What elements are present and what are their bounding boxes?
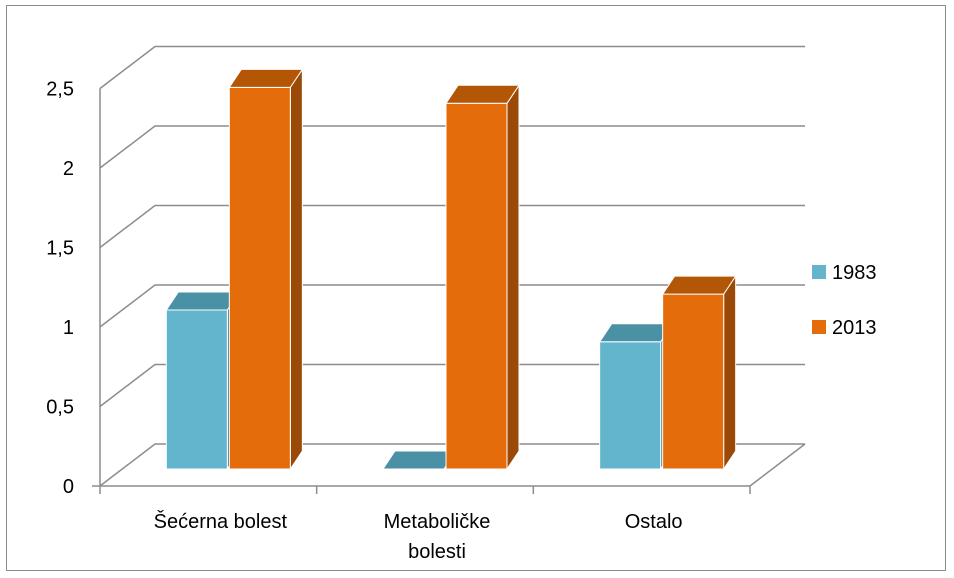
bar: [165, 290, 241, 471]
legend-item: 2013: [812, 317, 877, 339]
legend-swatch: [812, 320, 826, 334]
x-category-label: Šećerna bolest: [154, 510, 288, 533]
bar: [598, 322, 674, 471]
bar: [661, 274, 737, 471]
gridline: [99, 284, 805, 328]
gridline: [99, 443, 805, 487]
bar-front-face: [445, 102, 508, 470]
bar: [228, 67, 304, 471]
bar: [445, 83, 520, 471]
y-axis-tick-labels: 0 0,5 1 1,5 2 2,5: [46, 79, 74, 499]
bar-top-face: [661, 275, 737, 295]
bar-top-face: [445, 84, 520, 104]
x-axis-category-labels: Šećerna bolest Metaboličke bolesti Ostalo: [154, 510, 683, 563]
bar-side-face: [506, 83, 520, 471]
legend: 1983 2013: [812, 262, 877, 339]
y-tick-label: 0,5: [46, 397, 74, 419]
y-tick-label: 1: [63, 317, 74, 339]
legend-swatch: [812, 265, 826, 279]
x-category-label: Ostalo: [625, 511, 683, 533]
bar-top-face: [228, 68, 304, 88]
legend-label: 1983: [832, 262, 877, 284]
bar-top-face: [382, 450, 457, 470]
y-tick-label: 1,5: [46, 238, 74, 260]
axes: [92, 88, 806, 494]
legend-label: 2013: [832, 317, 877, 339]
gridline: [99, 45, 805, 90]
legend-item: 1983: [812, 262, 877, 284]
bar-front-face: [228, 86, 291, 470]
y-tick-label: 2: [63, 158, 74, 180]
gridlines: [99, 45, 805, 487]
bar-top-face: [598, 323, 674, 343]
bar-side-face: [289, 67, 303, 471]
bar-front-face: [165, 309, 228, 470]
bar: [382, 450, 457, 470]
x-category-label: Metaboličke bolesti: [384, 511, 491, 563]
bar-front-face: [662, 293, 725, 470]
gridline: [99, 125, 805, 169]
floor-right-edge: [749, 443, 806, 487]
gridline: [99, 363, 805, 408]
bar-top-face: [165, 291, 241, 311]
bar-side-face: [723, 274, 737, 471]
bars: [165, 67, 737, 471]
gridline: [99, 204, 805, 249]
y-tick-label: 0: [63, 476, 74, 498]
y-tick-label: 2,5: [46, 79, 74, 101]
bar-front-face: [599, 341, 662, 470]
